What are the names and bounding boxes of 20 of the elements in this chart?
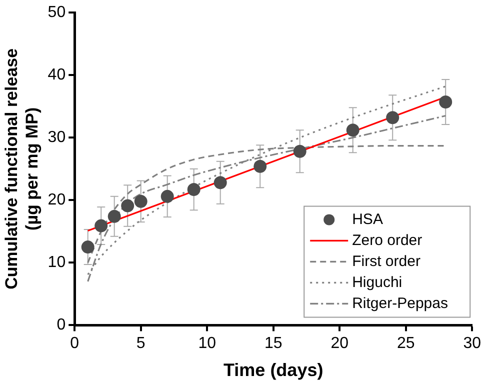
- x-tick-label: 25: [396, 335, 415, 352]
- y-tick-label: 20: [48, 192, 66, 209]
- legend-label: Higuchi: [352, 274, 402, 291]
- legend-label: HSA: [352, 210, 383, 228]
- y-tick-label: 40: [48, 66, 66, 84]
- legend-label: First order: [352, 252, 420, 270]
- y-tick-label: 30: [48, 129, 66, 146]
- y-axis-title: Cumulative functional release (µg per mg MP): [2, 48, 42, 290]
- y-tick-label: 10: [48, 254, 66, 272]
- x-tick-label: 30: [463, 335, 482, 352]
- y-tick-label: 0: [56, 316, 66, 334]
- legend-label: Ritger-Peppas: [352, 294, 448, 312]
- legend-label: Zero order: [352, 232, 422, 249]
- y-tick-label: 50: [48, 4, 66, 22]
- x-axis-title: Time (days): [224, 360, 324, 380]
- x-tick-label: 0: [70, 335, 80, 352]
- x-tick-label: 10: [198, 335, 216, 352]
- x-tick-label: 5: [136, 335, 146, 352]
- x-tick-label: 20: [330, 335, 349, 352]
- x-tick-label: 15: [264, 335, 282, 352]
